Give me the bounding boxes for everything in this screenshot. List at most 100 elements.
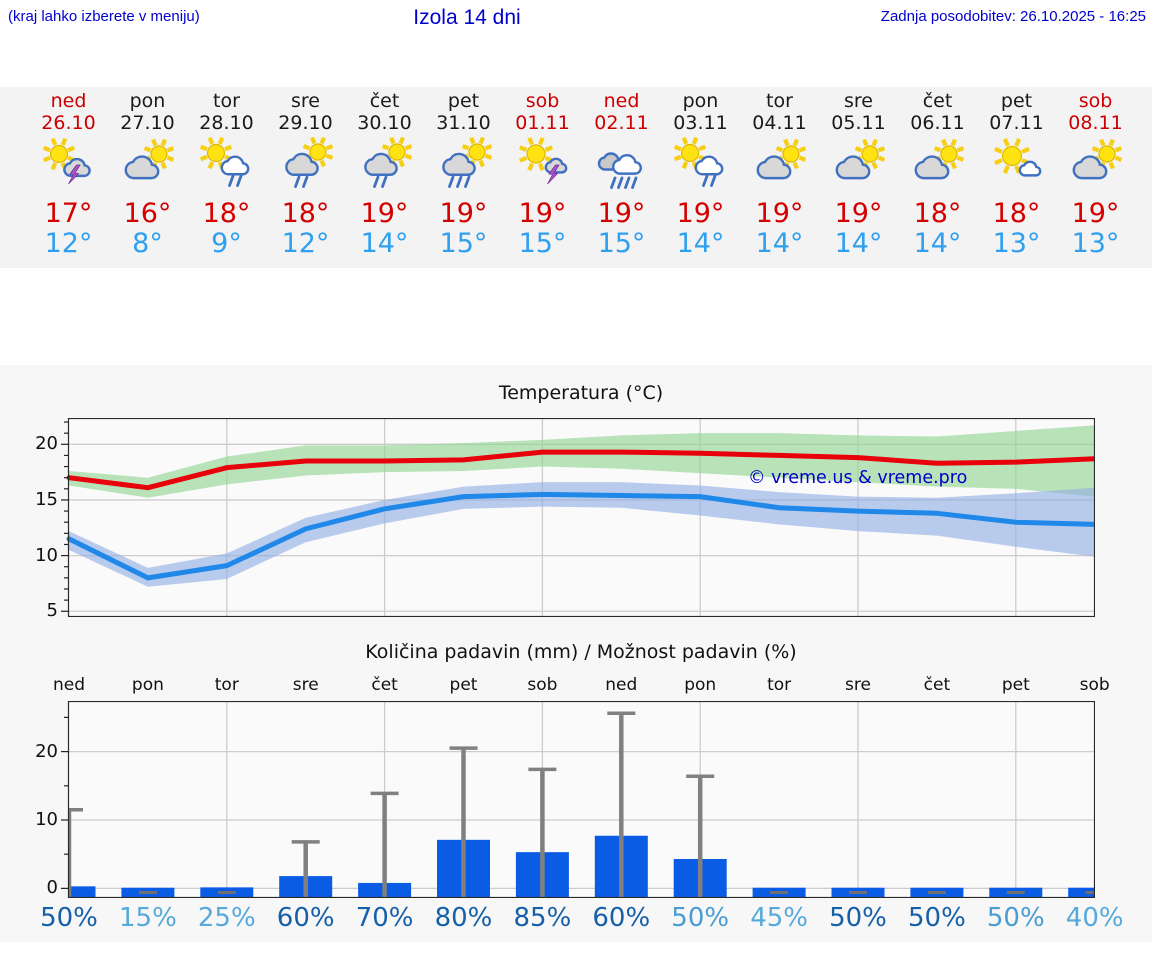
day-column: čet 06.11 18° 14°	[898, 90, 977, 259]
cloud-icon-part	[835, 155, 870, 180]
cloud-sun-weather-icon	[914, 138, 964, 180]
day-column: ned 02.11 19° 15°	[582, 90, 661, 259]
day-date: 05.11	[831, 112, 886, 134]
day-name: sob	[525, 90, 560, 112]
day-column: ned 26.10 17° 12°	[29, 90, 108, 259]
day-date: 28.10	[199, 112, 254, 134]
day-max-temperature: 18°	[913, 198, 962, 229]
precipitation-day-label: sre	[292, 675, 319, 695]
precipitation-day-label: tor	[214, 675, 239, 695]
cloud-icon-part	[220, 155, 249, 176]
day-date: 31.10	[436, 112, 491, 134]
rain-icon-part	[301, 175, 308, 188]
cloud-icon-part	[284, 152, 319, 176]
cloud-icon-part	[441, 152, 476, 176]
precipitation-y-tick-label: 10	[35, 809, 58, 830]
precip-bar	[68, 886, 96, 898]
temperature-y-tick-label: 10	[35, 544, 58, 566]
day-name: pon	[129, 90, 166, 112]
day-date: 06.11	[910, 112, 965, 134]
rain-icon-part	[227, 174, 234, 187]
precipitation-chart	[61, 701, 1095, 898]
day-max-temperature: 19°	[360, 198, 409, 229]
sun-smallcloud-weather-icon	[993, 138, 1041, 177]
temperature-y-tick-label: 15	[35, 488, 58, 510]
temperature-y-tick-label: 5	[46, 600, 58, 622]
precipitation-day-label: sob	[527, 675, 558, 695]
precipitation-percent-label: 50%	[829, 903, 887, 933]
cloud-sun-rain2-weather-icon	[284, 137, 333, 188]
day-name: pet	[447, 90, 480, 112]
rain-icon-part	[609, 176, 616, 189]
precipitation-percent-label: 70%	[355, 903, 414, 933]
sun-icon-part	[775, 138, 806, 170]
precipitation-day-label: ned	[605, 675, 638, 695]
day-date: 26.10	[41, 112, 96, 134]
day-max-temperature: 19°	[676, 198, 725, 229]
day-max-temperature: 17°	[44, 198, 93, 229]
cloud-icon-part	[124, 155, 159, 180]
day-column: pet 07.11 18° 13°	[977, 90, 1056, 259]
precipitation-day-label: ned	[52, 675, 86, 695]
day-min-temperature: 13°	[992, 228, 1041, 259]
lightning-icon-part	[67, 164, 81, 185]
day-column: čet 30.10 19° 14°	[345, 90, 424, 259]
precipitation-day-label: čet	[923, 675, 951, 695]
day-max-temperature: 18°	[202, 198, 251, 229]
day-name: pet	[1000, 90, 1033, 112]
day-name: tor	[766, 90, 793, 112]
day-min-temperature: 14°	[913, 228, 962, 259]
rain-icon-part	[447, 175, 454, 188]
day-date: 29.10	[278, 112, 333, 134]
day-column: tor 28.10 18° 9°	[187, 90, 266, 259]
day-column: pon 03.11 19° 14°	[661, 90, 740, 259]
precipitation-percent-label: 50%	[671, 903, 730, 933]
sun-cloud-rain2-weather-icon	[673, 137, 723, 187]
precipitation-day-label: čet	[371, 675, 398, 695]
day-min-temperature: 13°	[1071, 228, 1120, 259]
precipitation-percent-label: 15%	[118, 903, 177, 933]
day-max-temperature: 19°	[518, 198, 567, 229]
day-min-temperature: 12°	[281, 228, 330, 259]
precipitation-percent-label: 50%	[986, 903, 1045, 933]
precipitation-day-label: sre	[845, 675, 871, 695]
precipitation-day-label: tor	[767, 675, 792, 695]
max-temperature-band	[69, 425, 1095, 498]
rain-icon-part	[463, 175, 470, 188]
precipitation-day-label: pet	[1001, 675, 1030, 695]
day-min-temperature: 14°	[676, 228, 725, 259]
day-name: čet	[922, 90, 953, 112]
day-name: ned	[50, 90, 87, 112]
precipitation-percent-label: 60%	[276, 903, 335, 933]
day-date: 04.11	[752, 112, 807, 134]
day-min-temperature: 14°	[755, 228, 804, 259]
day-strip: ned 26.10 17° 12° pon 27.10 16° 8° tor 28.10 18° 9°…	[29, 90, 1135, 259]
day-max-temperature: 16°	[123, 198, 172, 229]
precipitation-day-label: pet	[449, 675, 478, 695]
day-column: tor 04.11 19° 14°	[740, 90, 819, 259]
day-max-temperature: 19°	[439, 198, 488, 229]
precipitation-y-tick-label: 0	[46, 877, 58, 899]
day-min-temperature: 15°	[518, 228, 567, 259]
max-temperature-line	[66, 449, 1095, 491]
day-max-temperature: 19°	[755, 198, 804, 229]
cloud-icon-part	[914, 155, 949, 180]
precipitation-percent-label: 50%	[40, 903, 98, 933]
precipitation-day-label: pon	[684, 675, 717, 695]
day-column: sob 08.11 19° 13°	[1056, 90, 1135, 259]
day-column: sob 01.11 19° 15°	[503, 90, 582, 259]
cloud-sun-weather-icon	[124, 138, 174, 180]
day-name: sre	[844, 90, 873, 112]
rain-icon-part	[380, 175, 387, 188]
day-name: pon	[682, 90, 719, 112]
cloud-icon-part	[756, 155, 791, 180]
day-date: 30.10	[357, 112, 412, 134]
cloud-icon-part	[1018, 160, 1041, 177]
day-min-temperature: 9°	[211, 228, 242, 259]
day-column: pet 31.10 19° 15°	[424, 90, 503, 259]
cloud-sun-rain2-weather-icon	[363, 137, 412, 188]
sun-cloud-lightning-weather-icon	[42, 137, 91, 185]
precipitation-percent-label: 85%	[513, 903, 572, 933]
precipitation-percent-label: 60%	[592, 903, 651, 933]
